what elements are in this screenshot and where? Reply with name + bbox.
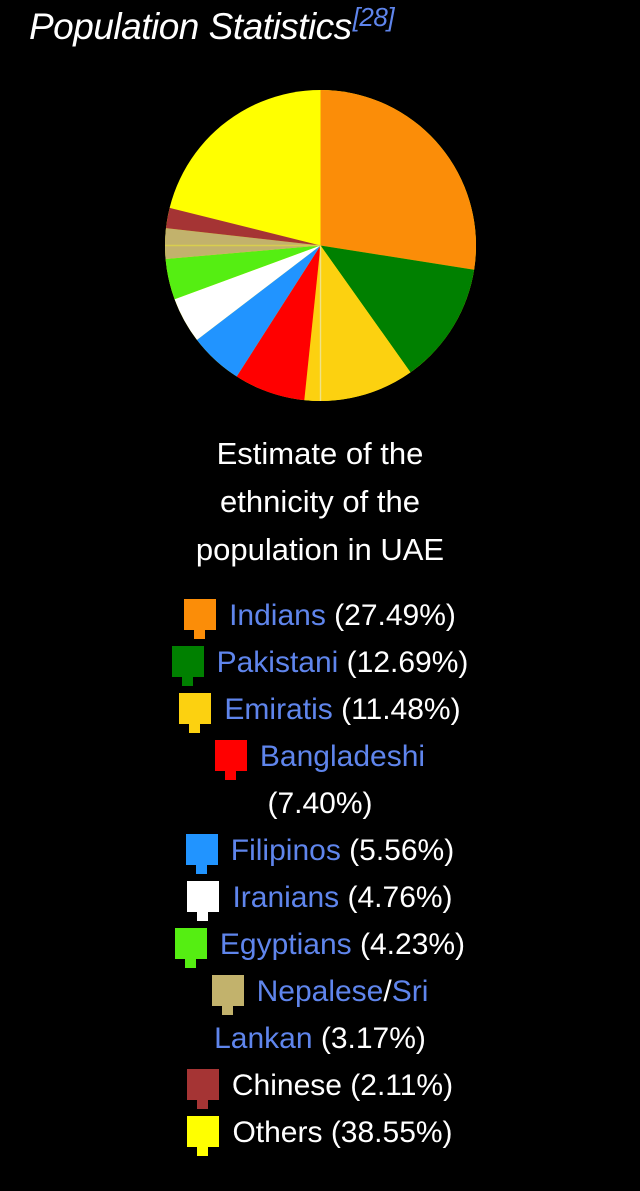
pie-slice-indians	[320, 90, 476, 270]
legend-line: Iranians (4.76%)	[164, 874, 476, 921]
legend-line: Bangladeshi	[164, 733, 476, 780]
legend-swatch-others	[187, 1116, 220, 1156]
legend-link-iranians[interactable]: Iranians	[232, 881, 340, 914]
legend-item-emiratis: Emiratis (11.48%)	[164, 686, 476, 733]
legend-text: (27.49%)	[325, 599, 456, 632]
legend-link-indians[interactable]: Indians	[229, 599, 326, 632]
legend-line: Chinese (2.11%)	[164, 1062, 476, 1109]
pie-chart	[164, 90, 476, 401]
legend-swatch-nepalese	[211, 975, 244, 1015]
legend-item-chinese: Chinese (2.11%)	[164, 1062, 476, 1109]
legend-line: Pakistani (12.69%)	[164, 639, 476, 686]
legend-swatch-egyptians	[174, 928, 207, 968]
pie-slice-nepalese-sri-lankan	[164, 228, 321, 260]
legend-text: /	[383, 975, 392, 1008]
legend-text: (5.56%)	[340, 834, 455, 867]
citation-ref-link[interactable]: [28]	[352, 2, 395, 32]
legend-text: (12.69%)	[338, 646, 469, 679]
legend-text: (4.23%)	[351, 928, 466, 961]
legend-link-nepalese[interactable]: Nepalese	[256, 975, 384, 1008]
legend-item-iranians: Iranians (4.76%)	[164, 874, 476, 921]
legend-line: Emiratis (11.48%)	[164, 686, 476, 733]
legend-link-bangladeshi[interactable]: Bangladeshi	[259, 740, 426, 773]
legend-swatch-pakistani	[171, 646, 204, 686]
legend-item-indians: Indians (27.49%)	[164, 592, 476, 639]
legend-item-pakistani: Pakistani (12.69%)	[164, 639, 476, 686]
legend-item-nepalese: Nepalese/Sri Lankan (3.17%)	[164, 968, 476, 1062]
pie-slice-emiratis	[304, 245, 411, 401]
legend-swatch-bangladeshi	[214, 740, 247, 780]
pie-slice-egyptians	[165, 245, 321, 300]
legend-item-egyptians: Egyptians (4.23%)	[164, 921, 476, 968]
legend-line: Lankan (3.17%)	[164, 1015, 476, 1062]
pie-slice-bangladeshi	[236, 245, 321, 401]
legend-line: (7.40%)	[164, 780, 476, 827]
legend-text: (7.40%)	[267, 787, 373, 820]
legend-link-sri[interactable]: Sri	[391, 975, 429, 1008]
page-title: Population Statistics[28]	[29, 2, 395, 48]
legend-link-pakistani[interactable]: Pakistani	[216, 646, 339, 679]
legend-text: Chinese (2.11%)	[231, 1069, 454, 1102]
legend-swatch-emiratis	[179, 693, 212, 733]
legend-line: Egyptians (4.23%)	[164, 921, 476, 968]
pie-slice-pakistani	[320, 245, 475, 373]
legend-line: Others (38.55%)	[164, 1109, 476, 1156]
legend-swatch-chinese	[186, 1069, 219, 1109]
legend-text: Others (38.55%)	[232, 1116, 453, 1149]
legend-line: Nepalese/Sri	[164, 968, 476, 1015]
pie-slice-iranians	[174, 245, 321, 340]
legend-text: (3.17%)	[312, 1022, 426, 1055]
legend-link-filipinos[interactable]: Filipinos	[230, 834, 341, 867]
chart-caption: Estimate of the ethnicity of the populat…	[195, 436, 445, 567]
legend-item-others: Others (38.55%)	[164, 1109, 476, 1156]
chart-legend: Indians (27.49%) Pakistani (12.69%) Emirat…	[164, 592, 476, 1156]
legend-swatch-filipinos	[185, 834, 218, 874]
page-title-text: Population Statistics	[29, 6, 352, 47]
legend-line: Filipinos (5.56%)	[164, 827, 476, 874]
legend-line: Indians (27.49%)	[164, 592, 476, 639]
legend-text: (4.76%)	[339, 881, 453, 914]
legend-item-filipinos: Filipinos (5.56%)	[164, 827, 476, 874]
legend-link-egyptians[interactable]: Egyptians	[219, 928, 352, 961]
legend-item-bangladeshi: Bangladeshi (7.40%)	[164, 733, 476, 827]
legend-link-lankan[interactable]: Lankan	[214, 1022, 313, 1055]
legend-swatch-indians	[184, 599, 217, 639]
legend-text: (11.48%)	[332, 693, 461, 726]
legend-link-emiratis[interactable]: Emiratis	[224, 693, 333, 726]
legend-swatch-iranians	[187, 881, 220, 921]
pie-slice-filipinos	[196, 245, 321, 377]
pie-slice-chinese	[165, 207, 321, 246]
pie-chart-svg	[164, 90, 476, 401]
